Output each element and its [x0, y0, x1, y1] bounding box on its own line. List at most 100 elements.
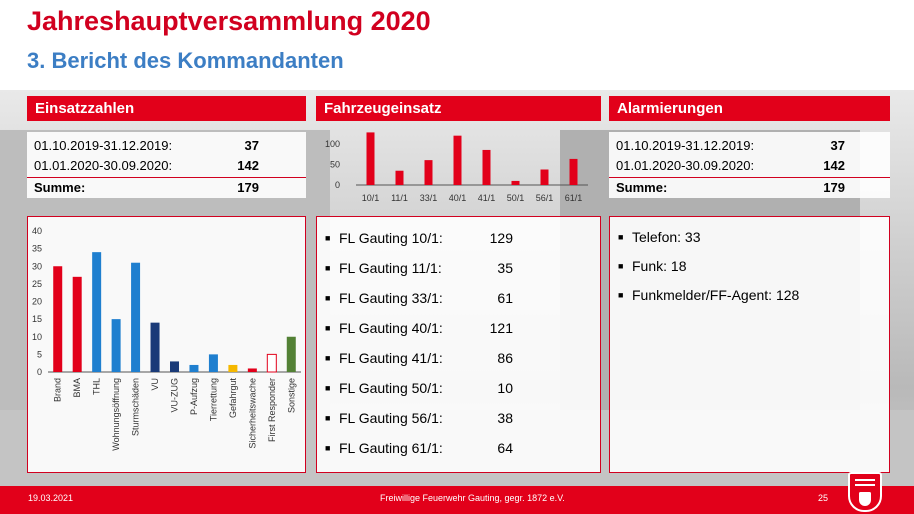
x-category-label: VU [150, 378, 160, 391]
x-category-label: Tierrettung [208, 378, 218, 421]
bar-sicherheitswache [247, 368, 257, 372]
fahrzeugeinsatz-panel: ■ FL Gauting 10/1: 129 ■ FL Gauting 11/1: 35… [316, 216, 601, 473]
x-category-label: 11/1 [391, 193, 408, 203]
bar-50-1 [511, 180, 520, 185]
vehicle-count: 38 [497, 410, 513, 426]
bar-vu-zug [170, 361, 179, 372]
list-item: ■ FL Gauting 11/1: 35 [325, 253, 525, 283]
alarm-type: Funk: 18 [632, 258, 687, 274]
x-category-label: 41/1 [478, 193, 496, 203]
y-tick-label: 0 [335, 180, 340, 190]
bar-sonstige [286, 336, 296, 372]
page-number: 25 [818, 493, 829, 503]
bar-tierrettung [208, 354, 218, 372]
list-item: ■ FL Gauting 10/1: 129 [325, 223, 525, 253]
y-tick-label: 40 [32, 226, 42, 236]
vehicle-name: FL Gauting 40/1: [339, 320, 443, 336]
alarmierungen-row: 01.10.2019-31.12.2019: 37 [609, 136, 890, 156]
footer-organization: Freiwillige Feuerwehr Gauting, gegr. 187… [380, 493, 565, 503]
fire-department-logo [848, 472, 882, 512]
list-item: ■ FL Gauting 61/1: 64 [325, 433, 525, 463]
y-tick-label: 10 [32, 332, 42, 342]
bar-p-aufzug [189, 364, 199, 372]
list-item: ■ FL Gauting 33/1: 61 [325, 283, 525, 313]
einsatzzahlen-row: 01.01.2020-30.09.2020: 142 [27, 156, 306, 176]
y-tick-label: 30 [32, 261, 42, 271]
bar-41-1 [482, 149, 491, 185]
bar-gefahrgut [228, 364, 238, 372]
alarmierungen-stats: 01.10.2019-31.12.2019: 37 01.01.2020-30.… [609, 132, 890, 198]
alarmierungen-row-value: 37 [830, 138, 845, 153]
vehicle-name: FL Gauting 56/1: [339, 410, 443, 426]
bar-61-1 [569, 158, 578, 185]
x-category-label: First Responder [267, 378, 277, 442]
vehicle-name: FL Gauting 33/1: [339, 290, 443, 306]
y-tick-label: 100 [325, 139, 340, 149]
einsatzzahlen-total-row: Summe: 179 [27, 178, 306, 198]
footer-date: 19.03.2021 [28, 493, 74, 503]
fahrzeugeinsatz-list: ■ FL Gauting 10/1: 129 ■ FL Gauting 11/1: 35… [325, 223, 525, 463]
vehicle-name: FL Gauting 11/1: [339, 260, 442, 276]
x-category-label: Wohnungsöffnung [111, 378, 121, 451]
einsatzzahlen-row-value: 37 [244, 138, 259, 153]
einsatzarten-panel: 0 5 10 15 20 25 30 35 40 Brand BMA THL Wohnungsöffn… [27, 216, 306, 473]
x-category-label: 61/1 [565, 193, 583, 203]
bar-vu [150, 322, 160, 372]
vehicle-name: FL Gauting 50/1: [339, 380, 443, 396]
bar-33-1 [424, 160, 433, 185]
footer-bar: 19.03.2021 Freiwillige Feuerwehr Gauting… [0, 486, 914, 514]
y-tick-label: 50 [330, 160, 340, 170]
alarmierungen-row: 01.01.2020-30.09.2020: 142 [609, 156, 890, 176]
y-tick-label: 15 [32, 314, 42, 324]
alarmierungen-panel: ■ Telefon: 33 ■ Funk: 18 ■ Funkmelder/FF-Ag… [609, 216, 890, 473]
y-tick-label: 25 [32, 279, 42, 289]
y-tick-label: 0 [37, 367, 42, 377]
x-category-label: P-Aufzug [189, 378, 199, 415]
vehicle-count: 86 [497, 350, 513, 366]
alarmierungen-total-value: 179 [823, 180, 845, 195]
x-category-label: 56/1 [536, 193, 554, 203]
x-category-label: 40/1 [449, 193, 467, 203]
vehicle-count: 10 [497, 380, 513, 396]
slide-subtitle: 3. Bericht des Kommandanten [27, 48, 344, 73]
bar-first-responder [266, 353, 277, 373]
alarmierungen-total-row: Summe: 179 [609, 178, 890, 198]
x-category-label: Sturmschäden [131, 378, 141, 436]
list-item: ■ FL Gauting 40/1: 121 [325, 313, 525, 343]
bar-bma [72, 276, 82, 372]
x-category-label: 33/1 [420, 193, 438, 203]
fahrzeugeinsatz-bar-chart: 0 50 100 10/1 11/1 33/1 40/1 41/1 50/1 56/1 61/1 [325, 132, 588, 203]
einsatzzahlen-total-label: Summe: [34, 180, 86, 195]
einsatzzahlen-stats: 01.10.2019-31.12.2019: 37 01.01.2020-30.… [27, 132, 306, 198]
y-tick-label: 35 [32, 244, 42, 254]
einsatzzahlen-row-label: 01.10.2019-31.12.2019: [34, 138, 173, 153]
einsatzarten-bar-chart: 0 5 10 15 20 25 30 35 40 Brand BMA THL Wohnungsöffn… [32, 226, 301, 451]
vehicle-name: FL Gauting 41/1: [339, 350, 443, 366]
bar-brand [53, 266, 63, 372]
vehicle-count: 35 [497, 260, 513, 276]
alarmierungen-header: Alarmierungen [609, 96, 890, 121]
y-tick-label: 20 [32, 297, 42, 307]
einsatzzahlen-total-value: 179 [237, 180, 259, 195]
einsatzzahlen-header: Einsatzzahlen [27, 96, 306, 121]
vehicle-name: FL Gauting 10/1: [339, 230, 443, 246]
x-category-label: Sonstige [286, 378, 296, 413]
slide-title: Jahreshauptversammlung 2020 [27, 6, 431, 36]
alarmierungen-row-value: 142 [823, 158, 845, 173]
list-item: ■ FL Gauting 56/1: 38 [325, 403, 525, 433]
einsatzzahlen-divider [27, 177, 306, 178]
alarmierungen-row-label: 01.01.2020-30.09.2020: [616, 158, 755, 173]
bar-thl [92, 252, 102, 372]
alarm-type: Funkmelder/FF-Agent: 128 [632, 287, 800, 303]
vehicle-count: 64 [497, 440, 513, 456]
x-category-label: Brand [53, 378, 63, 402]
bar-wohnungs-ffnung [111, 319, 121, 372]
x-category-label: 10/1 [362, 193, 380, 203]
bar-11-1 [395, 170, 404, 185]
bar-40-1 [453, 135, 462, 185]
bar-sturmsch-den [131, 262, 141, 372]
x-category-label: Sicherheitswache [247, 378, 257, 449]
x-category-label: BMA [72, 378, 82, 398]
x-category-label: Gefahrgut [228, 378, 238, 419]
alarmierungen-row-label: 01.10.2019-31.12.2019: [616, 138, 755, 153]
